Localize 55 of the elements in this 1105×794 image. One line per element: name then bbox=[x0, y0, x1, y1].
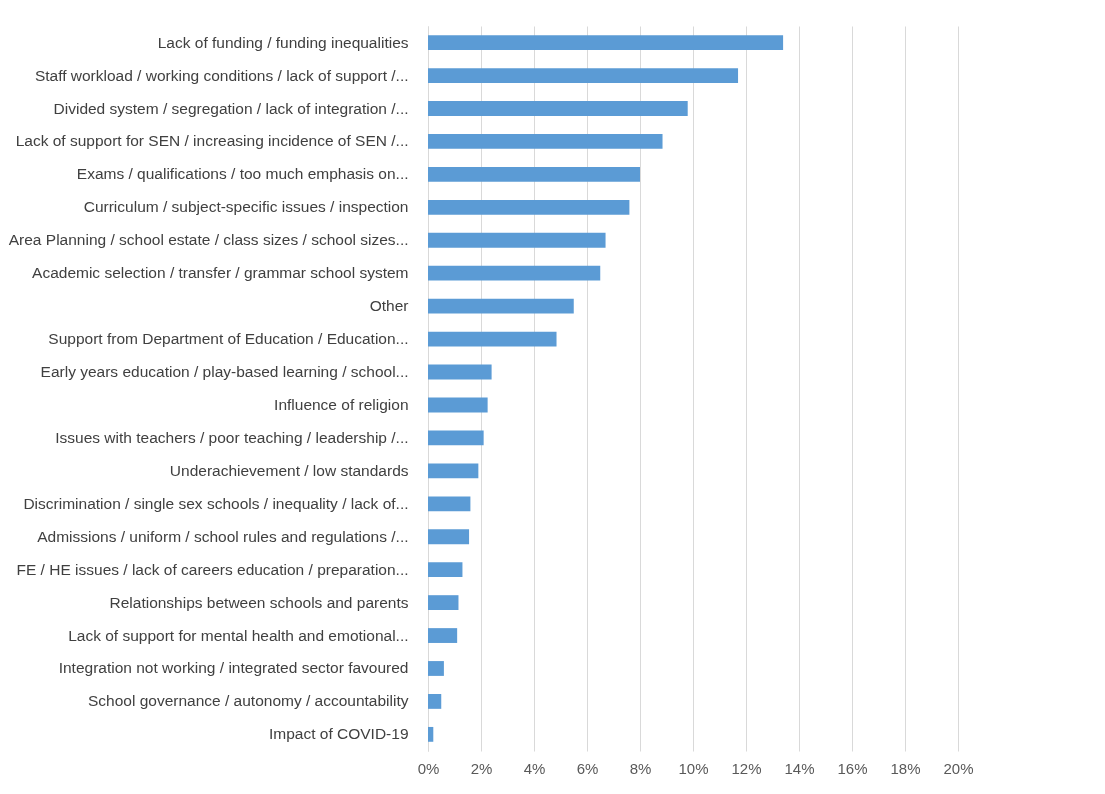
y-tick-label: Support from Department of Education / Education... bbox=[48, 330, 409, 348]
bar bbox=[428, 463, 479, 479]
x-tick-label: 12% bbox=[731, 759, 762, 777]
y-tick-label: Issues with teachers / poor teaching / leadership /... bbox=[55, 428, 409, 446]
bar bbox=[428, 430, 484, 446]
x-tick-label: 20% bbox=[943, 759, 974, 777]
y-tick-label: Integration not working / integrated sector favoured bbox=[58, 659, 409, 677]
y-tick-label: Discrimination / single sex schools / inequality / lack of... bbox=[23, 494, 409, 512]
x-tick-label: 2% bbox=[470, 759, 493, 777]
y-tick-label: Influence of religion bbox=[274, 395, 409, 413]
y-tick-label: FE / HE issues / lack of careers education / preparation... bbox=[16, 560, 409, 578]
x-tick-label: 14% bbox=[784, 759, 815, 777]
y-tick-label: Lack of funding / funding inequalities bbox=[157, 33, 409, 51]
bar bbox=[428, 232, 606, 248]
bar bbox=[428, 595, 459, 611]
y-tick-label: Relationships between schools and parents bbox=[109, 593, 409, 611]
bar bbox=[428, 35, 784, 51]
y-tick-label: Early years education / play-based learning / school... bbox=[40, 363, 409, 381]
bar bbox=[428, 726, 434, 742]
bar bbox=[428, 199, 630, 215]
y-tick-label: Academic selection / transfer / grammar school system bbox=[32, 264, 409, 282]
bar bbox=[428, 529, 470, 545]
bar bbox=[428, 628, 458, 643]
bar bbox=[428, 661, 444, 676]
bar bbox=[428, 397, 488, 413]
bar bbox=[428, 331, 557, 347]
bar bbox=[428, 496, 471, 512]
x-tick-label: 0% bbox=[417, 759, 440, 777]
bar bbox=[428, 265, 601, 281]
x-tick-label: 8% bbox=[629, 759, 652, 777]
bar bbox=[428, 101, 688, 116]
x-tick-label: 10% bbox=[678, 759, 709, 777]
y-tick-label: Admissions / uniform / school rules and regulations /... bbox=[37, 527, 409, 545]
bar bbox=[428, 134, 663, 149]
bar bbox=[428, 694, 442, 709]
bar bbox=[428, 298, 574, 314]
y-tick-label: Area Planning / school estate / class sizes / school sizes... bbox=[8, 231, 409, 249]
x-tick-label: 6% bbox=[576, 759, 599, 777]
y-tick-label: Other bbox=[369, 297, 409, 315]
y-tick-label: Impact of COVID-19 bbox=[268, 725, 409, 743]
y-tick-label: Staff workload / working conditions / lack of support /... bbox=[34, 66, 409, 84]
x-tick-label: 18% bbox=[890, 759, 921, 777]
y-tick-label: Curriculum / subject-specific issues / inspection bbox=[83, 198, 409, 216]
y-tick-label: Lack of support for SEN / increasing incidence of SEN /... bbox=[15, 132, 409, 150]
bar bbox=[428, 364, 492, 380]
bar bbox=[428, 166, 640, 182]
bar bbox=[428, 68, 739, 83]
y-tick-label: School governance / autonomy / accountability bbox=[87, 692, 409, 710]
y-tick-label: Lack of support for mental health and emotional... bbox=[68, 626, 409, 644]
x-tick-label: 4% bbox=[523, 759, 546, 777]
y-tick-label: Divided system / segregation / lack of integration /... bbox=[53, 99, 409, 117]
y-tick-label: Underachievement / low standards bbox=[169, 461, 409, 479]
bar bbox=[428, 562, 463, 578]
y-tick-label: Exams / qualifications / too much emphasis on... bbox=[76, 165, 409, 183]
x-tick-label: 16% bbox=[837, 759, 868, 777]
